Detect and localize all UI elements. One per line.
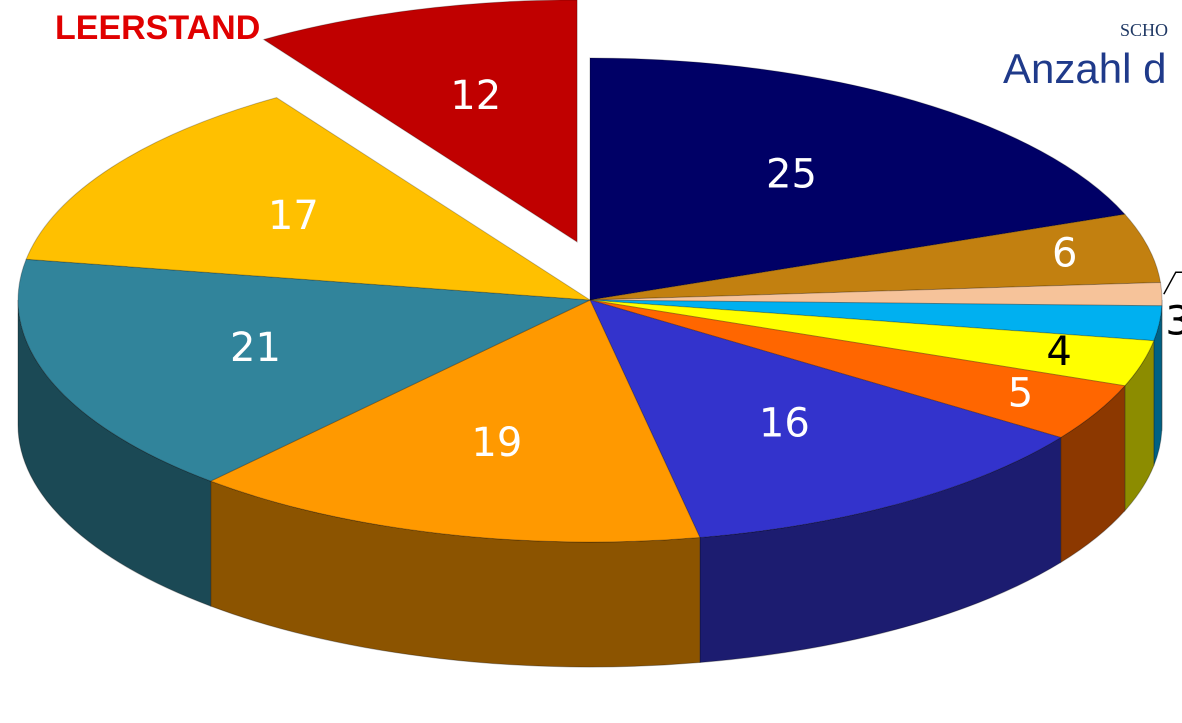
data-label: 6 [1052, 231, 1077, 277]
data-label: 12 [450, 73, 501, 119]
data-label: 25 [766, 152, 817, 198]
slice [209, 299, 701, 543]
slice [589, 299, 1163, 342]
data-label: 17 [268, 193, 319, 239]
slice [589, 299, 1062, 539]
slice [589, 299, 1155, 387]
data-label: 19 [471, 420, 522, 466]
annotation: LEERSTAND [55, 9, 260, 47]
data-label: 16 [759, 401, 810, 447]
slice [589, 57, 1126, 301]
slice [262, 0, 578, 243]
pie: 25623451619211712 [17, 0, 1182, 668]
slice [589, 213, 1162, 301]
data-label: 21 [230, 325, 281, 371]
data-label: 3 [1165, 298, 1182, 344]
data-label: 4 [1046, 329, 1071, 375]
data-label: 5 [1008, 371, 1033, 417]
logo-text: SCHO [1120, 20, 1168, 40]
chart-title: Anzahl d [1003, 45, 1166, 92]
slice [589, 281, 1163, 307]
slice [25, 97, 591, 301]
slice [589, 299, 1126, 439]
leader-line [1163, 271, 1182, 295]
slice [17, 258, 592, 482]
